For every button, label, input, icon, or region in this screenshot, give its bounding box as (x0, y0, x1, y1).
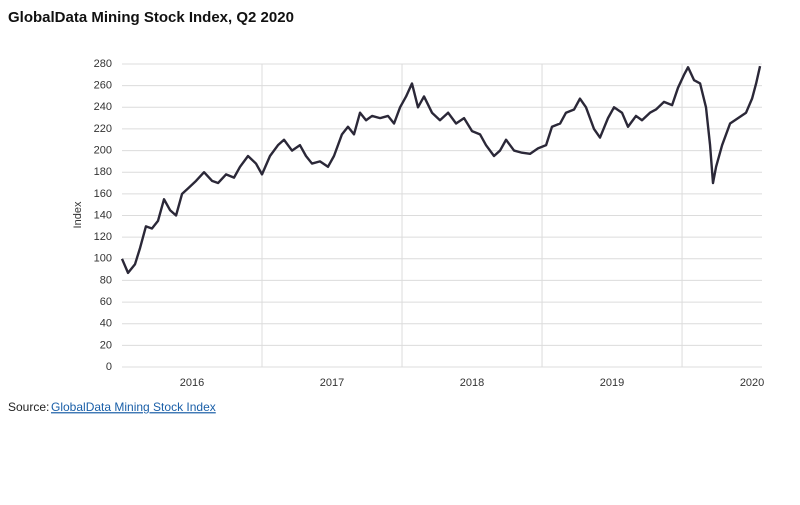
data-line (120, 65, 762, 275)
y-tick-label: 180 (94, 166, 112, 178)
y-tick-label: 160 (94, 188, 112, 200)
source-label: Source: (8, 400, 49, 414)
y-tick-label: 60 (100, 296, 112, 308)
y-tick-label: 20 (100, 339, 112, 351)
y-tick-label: 80 (100, 274, 112, 286)
x-tick-label: 2017 (320, 377, 344, 389)
y-tick-label: 200 (94, 144, 112, 156)
x-tick-label: 2016 (180, 377, 204, 389)
y-tick-label: 260 (94, 80, 112, 92)
x-tick-label: 2020 (740, 377, 764, 389)
x-tick-label: 2018 (460, 377, 484, 389)
chart-title: GlobalData Mining Stock Index, Q2 2020 (8, 9, 294, 26)
y-tick-label: 100 (94, 253, 112, 265)
y-tick-label: 0 (106, 361, 112, 373)
y-tick-label: 120 (94, 231, 112, 243)
y-tick-label: 240 (94, 101, 112, 113)
y-tick-label: 280 (94, 58, 112, 70)
y-tick-label: 140 (94, 209, 112, 221)
x-tick-label: 2019 (600, 377, 624, 389)
source-link[interactable]: GlobalData Mining Stock Index (51, 400, 216, 414)
y-axis-label: Index (72, 201, 84, 228)
y-tick-label: 220 (94, 123, 112, 135)
y-tick-label: 40 (100, 318, 112, 330)
